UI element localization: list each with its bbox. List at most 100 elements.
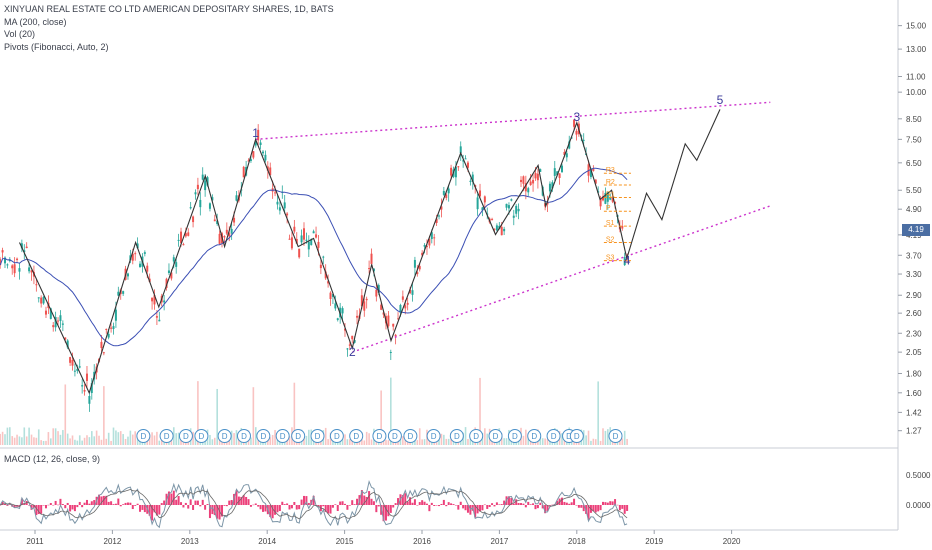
- macd-histogram-bar: [498, 504, 501, 505]
- macd-histogram-bar: [568, 503, 571, 505]
- macd-histogram-bar: [365, 496, 368, 505]
- candle-body: [324, 271, 327, 279]
- volume-bar: [510, 439, 513, 445]
- candle-body: [139, 263, 142, 268]
- macd-histogram-bar: [211, 505, 214, 515]
- candle-body: [276, 201, 279, 205]
- wave-label: 5: [717, 93, 724, 107]
- time-tick-label: 2013: [181, 537, 199, 546]
- volume-bar: [479, 377, 481, 445]
- volume-bar: [582, 430, 585, 445]
- candle-body: [199, 199, 202, 208]
- candle-body: [274, 192, 277, 194]
- dividend-marker: [426, 429, 441, 443]
- candle-body: [57, 320, 60, 322]
- candle-body: [52, 325, 55, 328]
- candle-body: [134, 253, 137, 255]
- candle-body: [182, 244, 185, 246]
- dividend-marker: [136, 429, 151, 443]
- candle-body: [184, 233, 187, 237]
- macd-histogram-bar: [189, 499, 192, 505]
- dividend-marker: [329, 429, 344, 443]
- macd-histogram-bar: [242, 495, 245, 505]
- candle-body: [170, 272, 173, 279]
- macd-histogram-bar: [512, 503, 515, 505]
- macd-histogram-bar: [6, 505, 9, 506]
- macd-histogram-bar: [375, 505, 378, 513]
- macd-histogram-bar: [440, 503, 443, 505]
- candle-body: [368, 267, 371, 270]
- macd-histogram-bar: [614, 499, 617, 505]
- macd-histogram-bar: [368, 491, 371, 505]
- dividend-label: D: [377, 432, 383, 441]
- macd-histogram-bar: [221, 505, 224, 517]
- macd-histogram-bar: [247, 499, 250, 505]
- time-tick-label: 2017: [491, 537, 509, 546]
- volume-bar: [602, 428, 604, 445]
- candle-body: [365, 298, 368, 301]
- candle-body: [524, 183, 527, 192]
- macd-histogram-bar: [93, 500, 96, 505]
- price-tick-label: 11.00: [906, 73, 926, 82]
- candle-body: [527, 188, 530, 193]
- candle-body: [457, 166, 460, 168]
- macd-histogram-bar: [269, 505, 272, 517]
- candle-body: [360, 295, 363, 307]
- volume-bar: [81, 440, 83, 445]
- macd-histogram-bar: [8, 504, 11, 505]
- candle-body: [175, 262, 178, 267]
- dividend-label: D: [353, 432, 359, 441]
- candle-body: [435, 218, 438, 223]
- volume-bar: [592, 438, 595, 445]
- candle-body: [242, 166, 245, 178]
- candle-body: [158, 319, 161, 322]
- dividend-label: D: [199, 432, 205, 441]
- macd-histogram-bar: [122, 504, 125, 505]
- macd-histogram-bar: [107, 501, 110, 505]
- volume-bar: [447, 438, 450, 445]
- macd-histogram-bar: [32, 505, 35, 508]
- candle-body: [264, 154, 267, 161]
- volume-bar: [95, 430, 98, 445]
- candle-body: [151, 297, 154, 302]
- candle-body: [505, 203, 508, 208]
- macd-histogram-bar: [363, 495, 366, 505]
- macd-histogram-bar: [486, 505, 489, 509]
- volume-bar: [216, 388, 218, 445]
- volume-bar: [192, 431, 194, 445]
- volume-bar: [397, 440, 399, 445]
- candle-body: [153, 295, 156, 305]
- time-tick-label: 2018: [568, 537, 586, 546]
- macd-histogram-bar: [327, 505, 330, 514]
- candle-body: [558, 173, 561, 178]
- volume-bar: [423, 439, 426, 445]
- macd-histogram-bar: [240, 496, 243, 505]
- macd-histogram-bar: [532, 503, 535, 505]
- macd-histogram-bar: [606, 502, 609, 505]
- candle-body: [471, 174, 474, 182]
- volume-bar: [156, 431, 158, 445]
- candle-body: [315, 234, 318, 238]
- volume-bar: [1, 431, 4, 445]
- volume-bar: [541, 438, 544, 445]
- candle-body: [180, 231, 183, 244]
- volume-bar: [90, 431, 93, 445]
- candle-body: [155, 316, 158, 318]
- candle-body: [100, 341, 103, 349]
- volume-bar: [349, 439, 351, 445]
- candle-body: [599, 198, 602, 207]
- volume-bar: [623, 430, 626, 445]
- macd-histogram-bar: [348, 505, 351, 506]
- volume-bar: [74, 439, 76, 445]
- volume-bar: [76, 440, 79, 445]
- time-tick-label: 2016: [413, 537, 431, 546]
- dividend-marker: [178, 429, 193, 443]
- candle-body: [421, 252, 424, 256]
- macd-histogram-bar: [522, 503, 525, 505]
- volume-bar: [28, 427, 30, 445]
- candle-body: [532, 179, 535, 184]
- candle-body: [213, 219, 216, 222]
- candle-body: [565, 153, 568, 158]
- candle-body: [425, 245, 428, 247]
